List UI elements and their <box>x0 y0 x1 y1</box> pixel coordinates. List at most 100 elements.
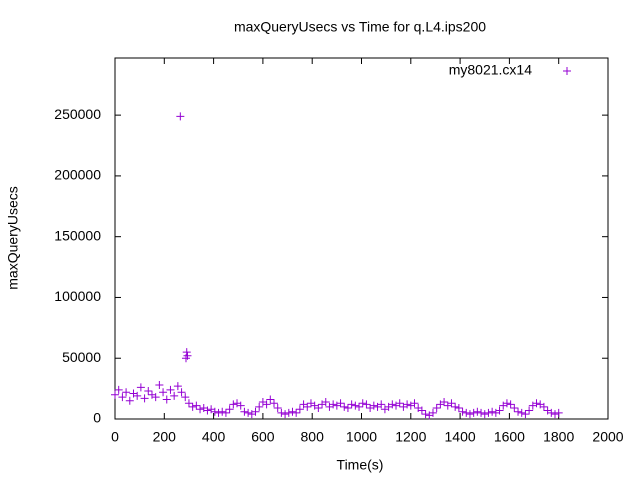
data-point <box>510 404 519 413</box>
data-point <box>295 405 304 414</box>
data-point <box>284 408 293 417</box>
data-point <box>362 400 371 409</box>
data-point <box>176 112 185 121</box>
data-point <box>532 399 541 408</box>
data-point <box>173 382 182 391</box>
data-point <box>369 401 378 410</box>
data-point <box>465 410 474 419</box>
data-point <box>554 408 563 417</box>
data-point <box>255 402 264 411</box>
data-point <box>358 399 367 408</box>
x-tick-label: 2000 <box>592 429 623 445</box>
data-point <box>225 405 234 414</box>
data-point <box>432 404 441 413</box>
data-point <box>244 408 253 417</box>
data-point <box>340 402 349 411</box>
data-point <box>403 400 412 409</box>
data-point <box>184 399 193 408</box>
data-point <box>144 387 153 396</box>
data-point <box>303 402 312 411</box>
data-point <box>229 400 238 409</box>
data-point <box>388 400 397 409</box>
data-point <box>547 408 556 417</box>
data-point <box>488 407 497 416</box>
x-axis-label: Time(s) <box>337 457 384 473</box>
data-point <box>266 395 275 404</box>
data-point <box>506 400 515 409</box>
data-point <box>451 402 460 411</box>
data-point <box>292 408 301 417</box>
x-tick-label: 600 <box>251 429 275 445</box>
data-point <box>177 388 186 397</box>
data-point <box>462 408 471 417</box>
data-point <box>417 406 426 415</box>
data-point <box>343 404 352 413</box>
data-point <box>484 408 493 417</box>
data-point <box>188 402 197 411</box>
data-point <box>539 402 548 411</box>
data-point <box>473 407 482 416</box>
data-point <box>440 397 449 406</box>
data-point <box>240 407 249 416</box>
data-point <box>183 351 192 360</box>
data-point <box>469 408 478 417</box>
y-tick-label: 150000 <box>54 227 101 243</box>
data-point <box>458 407 467 416</box>
data-point <box>480 410 489 419</box>
data-point <box>355 402 364 411</box>
data-point <box>155 380 164 389</box>
x-tick-label: 1800 <box>543 429 574 445</box>
data-point <box>151 393 160 402</box>
data-point <box>321 397 330 406</box>
data-point <box>122 388 131 397</box>
y-tick-label: 200000 <box>54 167 101 183</box>
data-point <box>329 400 338 409</box>
data-point <box>125 396 134 405</box>
data-point <box>428 408 437 417</box>
data-point <box>140 394 149 403</box>
data-point <box>269 399 278 408</box>
data-point <box>395 399 404 408</box>
y-tick-label: 50000 <box>62 349 101 365</box>
x-tick-label: 1200 <box>395 429 426 445</box>
data-point <box>114 385 123 394</box>
data-point <box>203 406 212 415</box>
data-point <box>347 400 356 409</box>
x-tick-label: 1600 <box>494 429 525 445</box>
legend-marker <box>563 67 571 75</box>
data-point <box>477 408 486 417</box>
data-point <box>277 408 286 417</box>
data-point <box>170 391 179 400</box>
data-point <box>196 405 205 414</box>
data-point <box>182 348 191 357</box>
x-tick-label: 200 <box>153 429 177 445</box>
data-point <box>118 393 127 402</box>
plot-border <box>114 57 609 420</box>
x-tick-label: 1000 <box>346 429 377 445</box>
data-point <box>136 383 145 392</box>
y-tick-label: 100000 <box>54 288 101 304</box>
data-point <box>273 404 282 413</box>
data-point <box>351 401 360 410</box>
chart-title: maxQueryUsecs vs Time for q.L4.ips200 <box>234 19 486 35</box>
data-point <box>514 407 523 416</box>
data-point <box>181 393 190 402</box>
data-point <box>214 408 223 417</box>
data-point <box>336 399 345 408</box>
data-point <box>111 390 119 399</box>
data-point <box>251 407 260 416</box>
data-point <box>421 410 430 419</box>
data-point <box>262 400 271 409</box>
data-point <box>162 395 171 404</box>
legend-label: my8021.cx14 <box>449 62 532 78</box>
x-tick-label: 0 <box>111 429 119 445</box>
x-tick-label: 800 <box>301 429 325 445</box>
data-point <box>314 404 323 413</box>
data-point <box>454 404 463 413</box>
data-point <box>521 410 530 419</box>
data-point <box>377 400 386 409</box>
data-point <box>525 406 534 415</box>
data-point <box>281 410 290 419</box>
y-axis-label: maxQueryUsecs <box>5 186 21 289</box>
